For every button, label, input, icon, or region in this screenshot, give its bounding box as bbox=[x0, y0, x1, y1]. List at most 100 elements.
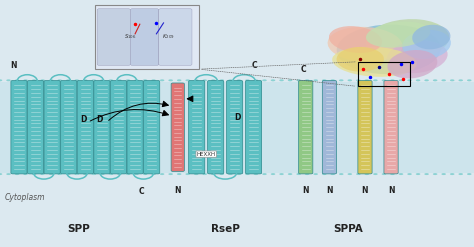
Text: D: D bbox=[234, 113, 240, 122]
FancyBboxPatch shape bbox=[94, 81, 110, 174]
Ellipse shape bbox=[219, 79, 224, 81]
Ellipse shape bbox=[74, 79, 79, 81]
Ellipse shape bbox=[365, 79, 369, 81]
Bar bbox=[358, 62, 410, 86]
Ellipse shape bbox=[32, 79, 36, 81]
Ellipse shape bbox=[458, 173, 463, 175]
FancyBboxPatch shape bbox=[127, 81, 143, 174]
Ellipse shape bbox=[83, 173, 88, 175]
Ellipse shape bbox=[74, 173, 79, 175]
Bar bbox=[0, 82, 474, 173]
Ellipse shape bbox=[407, 173, 412, 175]
Ellipse shape bbox=[168, 173, 173, 175]
Ellipse shape bbox=[412, 25, 450, 49]
Ellipse shape bbox=[467, 79, 472, 81]
Ellipse shape bbox=[296, 173, 301, 175]
Text: C: C bbox=[301, 65, 307, 74]
Text: $\mathit{K}_{209}$: $\mathit{K}_{209}$ bbox=[162, 32, 174, 41]
Ellipse shape bbox=[433, 173, 438, 175]
Bar bbox=[95, 5, 199, 69]
FancyBboxPatch shape bbox=[77, 81, 93, 174]
Ellipse shape bbox=[390, 79, 395, 81]
Ellipse shape bbox=[66, 79, 71, 81]
Ellipse shape bbox=[245, 173, 250, 175]
FancyBboxPatch shape bbox=[110, 81, 127, 174]
Ellipse shape bbox=[305, 79, 310, 81]
Ellipse shape bbox=[328, 27, 402, 62]
Ellipse shape bbox=[416, 173, 420, 175]
Ellipse shape bbox=[387, 41, 447, 73]
Ellipse shape bbox=[467, 173, 472, 175]
Ellipse shape bbox=[134, 173, 139, 175]
Ellipse shape bbox=[337, 47, 384, 72]
Text: D: D bbox=[96, 115, 103, 124]
Ellipse shape bbox=[91, 79, 96, 81]
FancyBboxPatch shape bbox=[11, 81, 27, 174]
Ellipse shape bbox=[211, 79, 216, 81]
Ellipse shape bbox=[219, 173, 224, 175]
Ellipse shape bbox=[441, 173, 446, 175]
Ellipse shape bbox=[126, 173, 130, 175]
FancyBboxPatch shape bbox=[144, 81, 160, 174]
Ellipse shape bbox=[66, 173, 71, 175]
Ellipse shape bbox=[6, 173, 11, 175]
Ellipse shape bbox=[91, 173, 96, 175]
Ellipse shape bbox=[185, 173, 190, 175]
FancyBboxPatch shape bbox=[27, 81, 44, 174]
Text: RseP: RseP bbox=[211, 224, 239, 234]
FancyBboxPatch shape bbox=[97, 9, 130, 65]
Text: SPPA: SPPA bbox=[334, 224, 363, 234]
FancyBboxPatch shape bbox=[208, 81, 224, 174]
Ellipse shape bbox=[339, 79, 344, 81]
Ellipse shape bbox=[40, 79, 45, 81]
Ellipse shape bbox=[330, 79, 335, 81]
Ellipse shape bbox=[424, 173, 429, 175]
Ellipse shape bbox=[211, 173, 216, 175]
Ellipse shape bbox=[399, 79, 403, 81]
Ellipse shape bbox=[23, 173, 28, 175]
FancyBboxPatch shape bbox=[299, 81, 313, 174]
Ellipse shape bbox=[109, 173, 113, 175]
Ellipse shape bbox=[134, 79, 139, 81]
Text: N: N bbox=[326, 186, 333, 195]
Text: N: N bbox=[362, 186, 368, 195]
FancyBboxPatch shape bbox=[227, 81, 243, 174]
Ellipse shape bbox=[441, 79, 446, 81]
Ellipse shape bbox=[288, 79, 292, 81]
Ellipse shape bbox=[49, 79, 54, 81]
Ellipse shape bbox=[262, 79, 267, 81]
Ellipse shape bbox=[365, 173, 369, 175]
Ellipse shape bbox=[279, 79, 284, 81]
FancyBboxPatch shape bbox=[189, 81, 205, 174]
FancyBboxPatch shape bbox=[159, 9, 192, 65]
Text: C: C bbox=[251, 61, 257, 70]
Ellipse shape bbox=[168, 79, 173, 81]
Ellipse shape bbox=[185, 79, 190, 81]
Ellipse shape bbox=[126, 79, 130, 81]
Ellipse shape bbox=[160, 79, 164, 81]
Ellipse shape bbox=[83, 79, 88, 81]
Ellipse shape bbox=[15, 173, 19, 175]
FancyBboxPatch shape bbox=[246, 81, 262, 174]
Ellipse shape bbox=[40, 173, 45, 175]
Text: SPP: SPP bbox=[67, 224, 90, 234]
Ellipse shape bbox=[450, 173, 455, 175]
Ellipse shape bbox=[387, 50, 438, 79]
Ellipse shape bbox=[416, 79, 420, 81]
Ellipse shape bbox=[202, 173, 207, 175]
Text: N: N bbox=[174, 186, 181, 195]
FancyBboxPatch shape bbox=[384, 81, 398, 174]
Ellipse shape bbox=[245, 79, 250, 81]
Ellipse shape bbox=[32, 173, 36, 175]
Ellipse shape bbox=[49, 173, 54, 175]
Ellipse shape bbox=[237, 79, 241, 81]
Ellipse shape bbox=[23, 79, 28, 81]
Ellipse shape bbox=[57, 173, 62, 175]
Ellipse shape bbox=[337, 25, 441, 74]
Ellipse shape bbox=[330, 173, 335, 175]
Ellipse shape bbox=[366, 19, 449, 60]
Text: Cytoplasm: Cytoplasm bbox=[5, 193, 45, 202]
Text: C: C bbox=[139, 187, 145, 196]
Ellipse shape bbox=[424, 79, 429, 81]
Ellipse shape bbox=[254, 173, 258, 175]
